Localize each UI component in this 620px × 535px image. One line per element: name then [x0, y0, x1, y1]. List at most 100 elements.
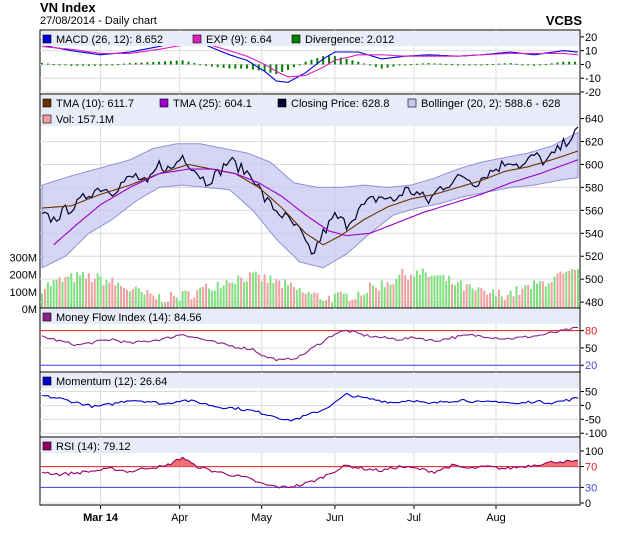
volume-bar [184, 290, 187, 309]
mfi-y-tick-label: 80 [585, 326, 597, 338]
volume-bar [500, 296, 503, 309]
volume-bar [216, 281, 219, 309]
divergence-bar [128, 63, 131, 65]
volume-bar [175, 297, 178, 309]
volume-bar [272, 282, 275, 309]
legend-swatch [42, 312, 52, 322]
volume-bar [415, 270, 418, 309]
volume-bar [310, 294, 313, 309]
momentum-panel: 500 -50 -100 Momentum (12): 26.64 [39, 371, 607, 440]
volume-bar [316, 293, 319, 309]
divergence-bar [111, 64, 114, 66]
volume-bar [190, 299, 193, 309]
volume-bar [219, 288, 222, 309]
volume-bar [389, 284, 392, 309]
volume-bar [99, 276, 102, 309]
volume-bar [58, 277, 61, 309]
mfi-y-tick-label: 20 [585, 360, 597, 372]
macd-y-tick-label: 10 [585, 46, 597, 58]
volume-bar [123, 288, 126, 309]
volume-bar [456, 282, 459, 309]
mfi-y-tick-label: 50 [585, 343, 597, 355]
price-legend-bg [41, 95, 579, 126]
volume-bar [61, 281, 64, 309]
volume-bar [281, 287, 284, 309]
volume-bar [205, 283, 208, 309]
divergence-bar [76, 64, 79, 66]
volume-bar [462, 290, 465, 309]
legend-swatch [159, 98, 169, 108]
volume-bar [553, 276, 556, 309]
volume-bar [380, 280, 383, 309]
volume-bar [90, 281, 93, 309]
divergence-bar [46, 63, 49, 65]
volume-bar [433, 275, 436, 309]
legend-swatch [291, 34, 301, 44]
rsi-y-tick-label: 30 [585, 482, 597, 494]
divergence-bar [234, 64, 237, 69]
x-axis-month-label: May [251, 512, 272, 524]
chart-subtitle: 27/08/2014 - Daily chart [40, 15, 157, 27]
divergence-bar [509, 63, 512, 65]
volume-tick-label: 300M [9, 252, 37, 264]
divergence-bar [386, 64, 389, 68]
volume-bar [266, 282, 269, 309]
volume-bar [333, 293, 336, 309]
divergence-bar [222, 64, 225, 68]
divergence-bar [263, 64, 266, 72]
divergence-bar [398, 64, 401, 66]
divergence-bar [433, 63, 436, 65]
legend-swatch [407, 98, 417, 108]
divergence-bar [87, 64, 90, 66]
volume-bar [260, 281, 263, 309]
volume-bar [114, 285, 117, 309]
divergence-bar [322, 56, 325, 65]
x-axis-month-label: Mar 14 [83, 512, 119, 524]
volume-bar [530, 289, 533, 309]
volume-bar [506, 294, 509, 309]
volume-bar [161, 302, 164, 309]
volume-bar [465, 284, 468, 309]
macd-panel: 20 100 -10 -20 MACD (26, 12): 8.652 EXP (9): … [39, 29, 601, 101]
volume-bar [363, 294, 366, 309]
volume-bar [254, 271, 257, 309]
series-line-tma-10- [41, 150, 579, 246]
macd-y-tick-label: 20 [585, 32, 597, 44]
divergence-bar [228, 64, 231, 69]
volume-bar [237, 275, 240, 309]
volume-bar [155, 299, 158, 309]
volume-bar [307, 292, 310, 309]
divergence-bar [410, 64, 413, 66]
volume-bar [371, 285, 374, 309]
volume-bar [453, 285, 456, 309]
legend-label: Momentum (12): 26.64 [56, 376, 167, 388]
rsi-panel: 100 70 30 0 RSI (14): 79.12 [39, 436, 603, 510]
divergence-bar [123, 63, 126, 65]
volume-bar [248, 272, 251, 309]
divergence-bar [275, 64, 278, 75]
volume-bar [284, 279, 287, 309]
volume-bar [79, 275, 82, 309]
volume-bar [67, 276, 70, 309]
volume-bar [386, 281, 389, 309]
volume-tick-label: 200M [9, 270, 37, 282]
divergence-bar [533, 64, 536, 66]
volume-bar [96, 273, 99, 309]
macd-y-tick-label: -10 [585, 73, 601, 85]
volume-bar [298, 287, 301, 309]
volume-bar [445, 280, 448, 309]
volume-bar [407, 279, 410, 309]
volume-bar [149, 293, 152, 309]
volume-bar [73, 282, 76, 309]
divergence-bar [304, 61, 307, 65]
volume-bar [483, 290, 486, 309]
volume-tick-label: 100M [9, 287, 37, 299]
volume-bar [140, 291, 143, 309]
volume-bar [143, 294, 146, 309]
volume-bar [412, 276, 415, 309]
divergence-bar [199, 64, 202, 66]
rsi-y-tick-label: 100 [585, 446, 603, 458]
volume-bar [41, 293, 43, 309]
divergence-bar [357, 61, 360, 65]
